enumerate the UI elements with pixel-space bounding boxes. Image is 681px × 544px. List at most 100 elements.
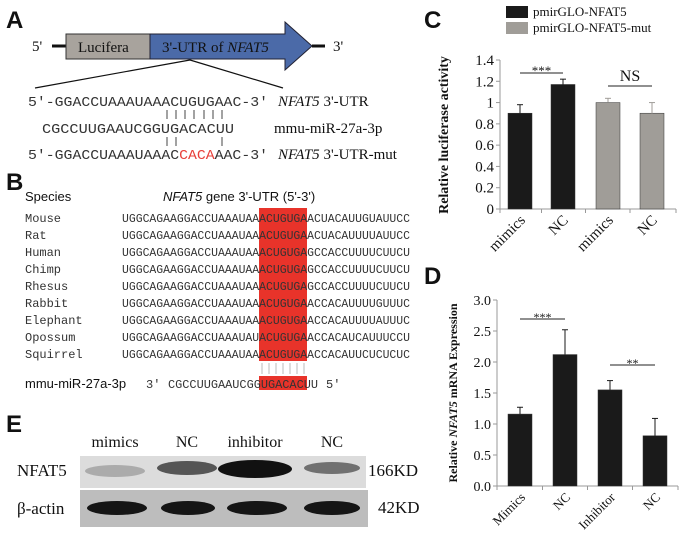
mir-five-prime: 5' (326, 378, 340, 392)
size-label: 42KD (378, 498, 420, 517)
species-name: Opossum (25, 331, 75, 345)
aligned-sequence: UGGCAGAAGGACCUAAAUAAACUGUGAGCCACCUUUUCUU… (122, 263, 410, 277)
significance-label: NS (620, 68, 640, 85)
zoom-line-left (34, 59, 191, 89)
bar (639, 112, 665, 210)
lane-label: inhibitor (227, 434, 283, 451)
panel-label-d: D (424, 263, 441, 290)
y-tick-label: 0.4 (475, 159, 494, 175)
mir-seed-highlight (259, 376, 307, 390)
y-tick-label: 0.2 (475, 181, 494, 197)
panel-label-a: A (6, 7, 23, 34)
y-axis-label-gene: NFAT5 (446, 401, 460, 438)
alignment-rows: Mouse UGGCAGAAGGACCUAAAUAAACUGUGAACUACAUU… (25, 212, 410, 362)
y-tick-label: 3.0 (474, 294, 492, 309)
species-name: Rhesus (25, 280, 68, 294)
legend-label: pmirGLO-NFAT5-mut (533, 20, 652, 35)
category-label: mimics (574, 212, 617, 255)
bar (642, 435, 668, 487)
size-label: 166KD (368, 461, 418, 480)
mir-three-prime: 3' (146, 378, 160, 392)
aligned-sequence: UGGCAGAAGGACCUAAAUAAACUGUGAACUACAUUUUAUU… (122, 229, 410, 243)
category-label: NC (546, 213, 572, 239)
y-tick-label: 1.5 (474, 387, 492, 402)
bar (597, 389, 623, 487)
category-label: NC (635, 213, 661, 239)
aligned-sequence: UGGCAGAAGGACCUAAAUAAACUGUGAACCACAUUCUCUC… (122, 348, 410, 362)
y-axis-label-post: mRNA Expression (446, 303, 460, 401)
category-label: Inhibitor (575, 489, 618, 532)
panel-label-e: E (6, 411, 22, 438)
alignment-title: NFAT5 gene 3'-UTR (5'-3') (163, 189, 315, 204)
category-label: NC (640, 490, 663, 513)
y-tick-label: 1.4 (475, 53, 494, 69)
pairing-lines-mut (166, 137, 223, 146)
significance-label: ** (627, 356, 639, 370)
y-tick-label: 1.0 (474, 418, 492, 433)
species-header: Species (25, 189, 72, 204)
utr-label: 3'-UTR of NFAT5 (162, 40, 269, 56)
five-prime-label: 5' (32, 39, 43, 55)
protein-label: β-actin (17, 499, 65, 518)
seed-pairing-lines (261, 363, 305, 374)
lane-label: NC (176, 434, 198, 451)
zoom-line-right (189, 59, 284, 89)
y-tick-label: 0.8 (475, 117, 494, 133)
wt-sequence: 5'-GGACCUAAAUAAACUGUGAAC-3' (28, 95, 268, 111)
species-name: Rabbit (25, 297, 68, 311)
y-tick-label: 1 (487, 96, 495, 112)
aligned-sequence: UGGCAGAAGGACCUAAAUAAACUGUGAACCACAUUUUAUU… (122, 314, 410, 328)
species-name: Chimp (25, 263, 61, 277)
three-prime-label: 3' (333, 39, 344, 55)
y-tick-label: 2.5 (474, 325, 492, 340)
bar (552, 354, 578, 487)
lane-label: mimics (91, 434, 138, 451)
category-label: Mimics (489, 490, 528, 529)
species-name: Elephant (25, 314, 83, 328)
y-tick-label: 0.5 (474, 449, 492, 464)
y-axis-label: Relative NFAT5 mRNA Expression (446, 303, 460, 482)
bar (507, 413, 533, 487)
aligned-sequence: UGGCAGAAGGACCUAAAUAAACUGUGAGCCACCUUUUCUU… (122, 280, 410, 294)
mut-label: NFAT5 3'-UTR-mut (277, 147, 398, 163)
species-name: Human (25, 246, 61, 260)
panel-a: A 5' Lucifera 3'-UTR of NFAT5 3' 5'-GGAC… (6, 7, 398, 164)
protein-label: NFAT5 (17, 461, 67, 480)
species-name: Mouse (25, 212, 61, 226)
panel-e: E mimics NC inhibitor NC NFAT5 β-actin 1… (6, 411, 420, 527)
aligned-sequence: UGGCAGAAGGACCUAAAUAUACUGUGAACCACAUCAUUUC… (122, 331, 410, 345)
aligned-sequence: UGGCAGAAGGACCUAAAUAAACUGUGAACUACAUUGUAUU… (122, 212, 410, 226)
panel-label-b: B (6, 169, 23, 196)
pairing-lines-wt (166, 110, 223, 119)
y-tick-label: 0 (487, 202, 495, 218)
nfat5-bands (85, 460, 360, 478)
y-tick-label: 2.0 (474, 356, 492, 371)
aligned-sequence: UGGCAGAAGGACCUAAAUAAACUGUGAACCACAUUUUGUU… (122, 297, 410, 311)
mut-sequence: 5'-GGACCUAAAUAAAC CACA AAC-3' (28, 148, 268, 164)
mir-label-b: mmu-miR-27a-3p (25, 376, 126, 391)
y-tick-label: 0.6 (475, 138, 494, 154)
significance-label: *** (532, 63, 552, 78)
species-name: Squirrel (25, 348, 83, 362)
bar (550, 84, 576, 210)
y-axis-label-pre: Relative (446, 438, 460, 483)
y-axis-label: Relative luciferase activity (437, 56, 452, 214)
utr-arrow (149, 20, 313, 72)
seed-highlight (259, 208, 307, 361)
species-name: Rat (25, 229, 47, 243)
mir-sequence-b: CGCCUUGAAUCGGUGACACUU (168, 378, 318, 392)
category-label: NC (550, 490, 573, 513)
significance-label: *** (534, 310, 552, 324)
actin-bands (87, 501, 360, 515)
wt-label: NFAT5 3'-UTR (277, 94, 369, 110)
y-tick-label: 1.2 (475, 74, 494, 90)
lane-label: NC (321, 434, 343, 451)
mir-label: mmu-miR-27a-3p (274, 121, 382, 137)
bar (595, 102, 621, 210)
panel-label-c: C (424, 7, 441, 34)
